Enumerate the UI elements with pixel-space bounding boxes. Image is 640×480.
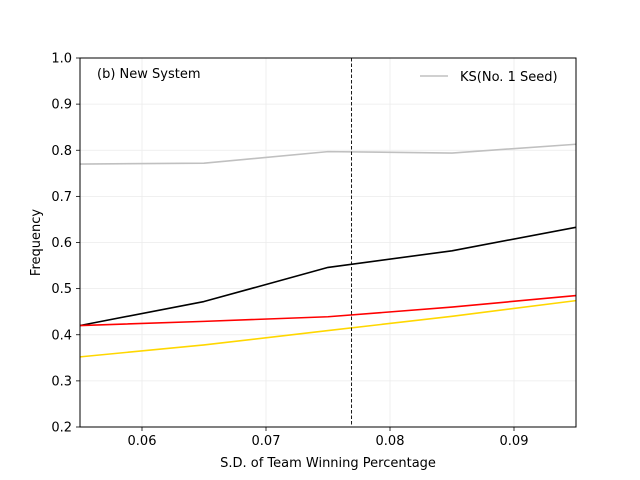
axis-ticks: 0.06 0.07 0.08 0.09 0.2 0.3 0.4 0.5 0.6 0.7 0.8 0.9… [51, 52, 528, 450]
plot-frame [79, 57, 577, 428]
x-tick-label-1: 0.07 [252, 434, 281, 449]
y-tick-label-1: 0.3 [51, 374, 72, 389]
y-tick-label-6: 0.8 [51, 144, 72, 159]
y-tick-label-0: 0.2 [51, 421, 72, 436]
series-line-3 [80, 299, 576, 358]
x-tick-label-0: 0.06 [128, 434, 157, 449]
y-tick-label-8: 1.0 [51, 52, 72, 67]
series-line-0 [80, 143, 576, 165]
x-axis-label: S.D. of Team Winning Percentage [220, 456, 436, 471]
legend: KS(No. 1 Seed) [420, 70, 558, 85]
series-line-2 [80, 294, 576, 327]
y-tick-label-4: 0.6 [51, 236, 72, 251]
x-tick-label-2: 0.08 [376, 434, 405, 449]
y-tick-label-5: 0.7 [51, 190, 72, 205]
y-axis-label: Frequency [29, 209, 44, 276]
y-tick-label-2: 0.4 [51, 328, 72, 343]
plot-area [80, 58, 576, 427]
y-tick-label-7: 0.9 [51, 98, 72, 113]
legend-label-ks-no1-seed: KS(No. 1 Seed) [460, 70, 558, 85]
y-tick-label-3: 0.5 [51, 282, 72, 297]
series-line-1 [80, 226, 576, 327]
x-tick-label-3: 0.09 [500, 434, 529, 449]
panel-annotation: (b) New System [97, 67, 201, 82]
